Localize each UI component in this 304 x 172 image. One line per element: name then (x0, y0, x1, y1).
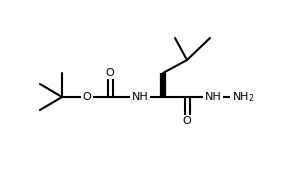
Text: O: O (83, 92, 92, 102)
Text: NH$_2$: NH$_2$ (232, 90, 254, 104)
Text: NH: NH (205, 92, 221, 102)
Text: O: O (183, 116, 192, 126)
Text: O: O (105, 68, 114, 78)
Text: NH: NH (132, 92, 148, 102)
